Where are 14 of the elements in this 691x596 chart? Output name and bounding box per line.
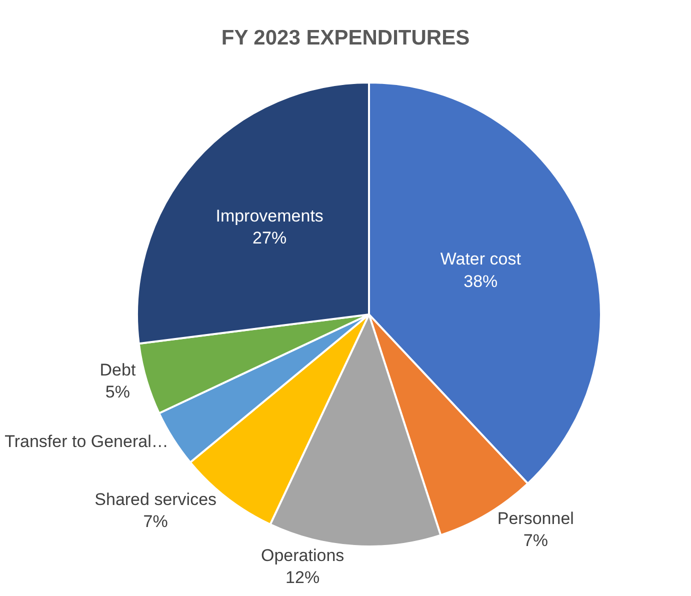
data-label: 12%	[286, 568, 320, 588]
slice-label: Water cost	[440, 250, 522, 269]
data-label: 7%	[143, 512, 168, 532]
slice-label: Operations	[260, 546, 344, 565]
data-label: 5%	[105, 382, 130, 402]
data-label: 38%	[464, 272, 498, 291]
data-label: 27%	[252, 228, 287, 248]
slice-label: Shared services	[94, 490, 217, 510]
slice-label: Transfer to General…	[4, 432, 168, 452]
data-label: 7%	[523, 530, 548, 550]
slice-label: Improvements	[216, 206, 324, 226]
slice-label: Debt	[100, 360, 136, 380]
chart-title: FY 2023 EXPENDITURES	[221, 26, 470, 50]
slice-label: Personnel	[497, 508, 574, 528]
